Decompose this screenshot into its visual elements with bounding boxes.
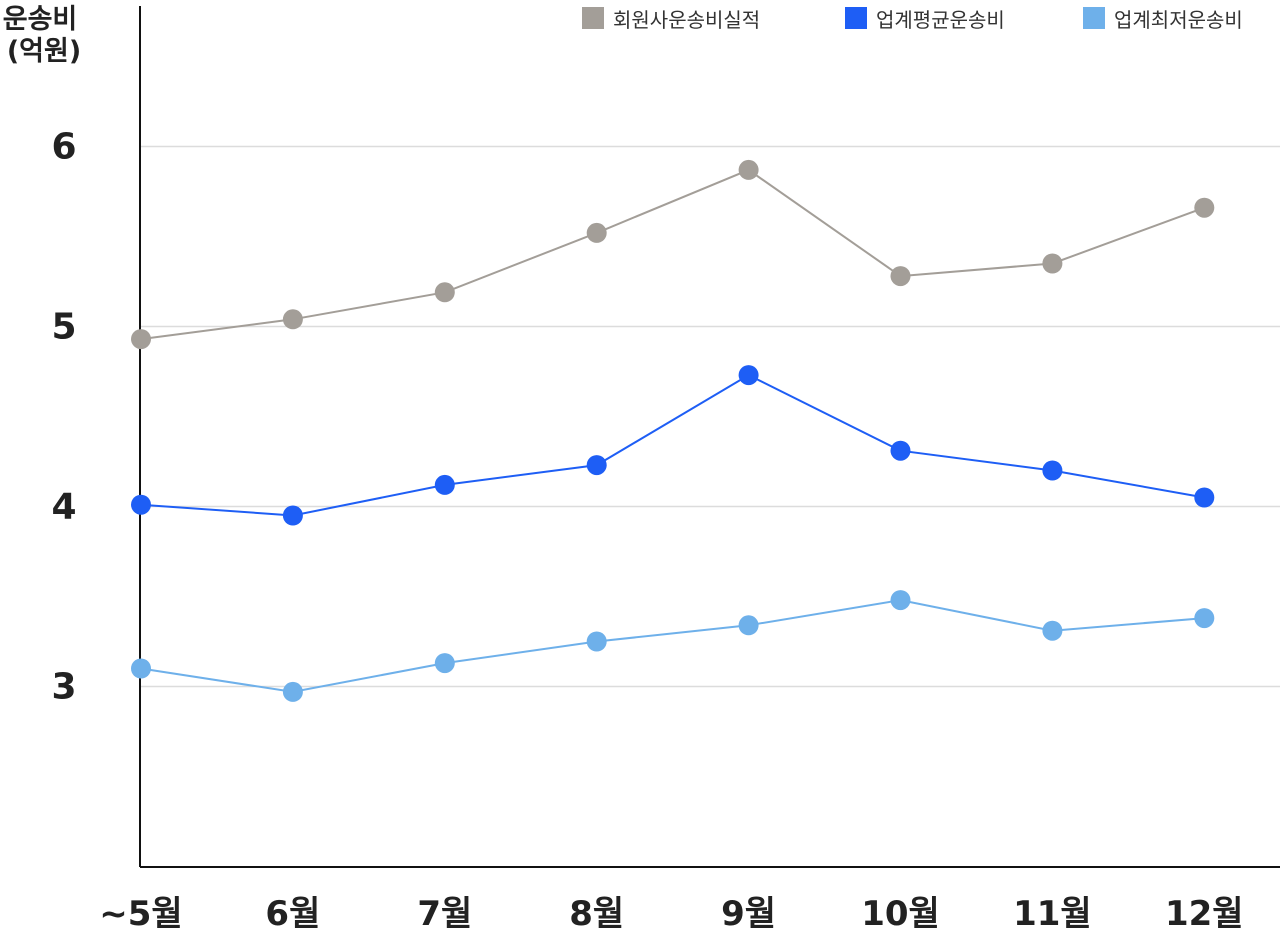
data-point — [890, 590, 911, 611]
y-tick-label: 4 — [51, 487, 76, 528]
x-tick-label: 10월 — [861, 894, 940, 934]
legend-swatch — [1083, 7, 1105, 29]
x-tick-label: 6월 — [265, 894, 320, 934]
legend: 회원사운송비실적 업계평균운송비 업계최저운송비 — [582, 7, 1243, 32]
series-1 — [131, 159, 1215, 350]
data-point — [282, 505, 303, 526]
legend-swatch — [845, 7, 867, 29]
data-point — [1042, 460, 1063, 481]
legend-label: 업계최저운송비 — [1114, 8, 1243, 32]
series-group — [131, 159, 1215, 702]
data-point — [131, 494, 151, 515]
data-point — [131, 658, 151, 679]
data-point — [282, 309, 303, 330]
data-point — [1042, 620, 1063, 641]
y-tick-label: 6 — [51, 127, 76, 168]
y-tick-label: 3 — [51, 667, 76, 708]
series-2 — [131, 365, 1215, 526]
y-tick-labels: 3 4 5 6 — [51, 127, 76, 708]
data-point — [282, 681, 303, 702]
data-point — [434, 653, 455, 674]
y-axis-label-line2: (억원) — [7, 36, 81, 67]
data-point — [131, 329, 151, 350]
x-tick-label: 11월 — [1013, 894, 1092, 934]
series-line — [140, 168, 1205, 341]
y-axis-label-line1: 운송비 — [3, 4, 78, 35]
data-point — [1194, 197, 1215, 218]
data-point — [586, 222, 607, 243]
data-point — [738, 365, 759, 386]
series-3 — [131, 590, 1215, 702]
x-tick-label: 8월 — [569, 894, 624, 934]
x-tick-label: 12월 — [1165, 894, 1244, 934]
data-point — [434, 282, 455, 303]
gridlines — [140, 145, 1280, 688]
data-point — [738, 615, 759, 636]
x-tick-label: 7월 — [417, 894, 472, 934]
data-point — [890, 440, 911, 461]
legend-label: 업계평균운송비 — [876, 8, 1005, 32]
series-line — [140, 599, 1205, 693]
legend-label: 회원사운송비실적 — [613, 8, 760, 32]
x-tick-label: 9월 — [721, 894, 776, 934]
data-point — [434, 474, 455, 495]
x-tick-labels: ~5월 6월 7월 8월 9월 10월 11월 12월 — [99, 894, 1243, 934]
data-point — [1194, 487, 1215, 508]
data-point — [1194, 608, 1215, 629]
data-point — [890, 266, 911, 287]
y-tick-label: 5 — [51, 307, 76, 348]
series-line — [140, 373, 1205, 517]
data-point — [586, 631, 607, 652]
data-point — [1042, 253, 1063, 274]
x-tick-label: ~5월 — [99, 894, 182, 934]
data-point — [586, 455, 607, 476]
data-point — [738, 159, 759, 180]
legend-swatch — [582, 7, 604, 29]
